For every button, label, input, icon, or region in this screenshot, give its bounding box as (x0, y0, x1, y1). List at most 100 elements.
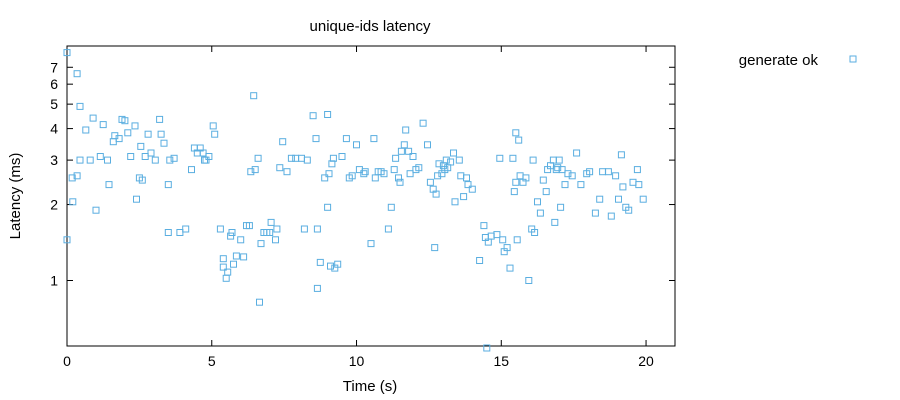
data-point (384, 225, 392, 233)
data-point (586, 168, 594, 176)
data-point (170, 154, 178, 162)
data-point (457, 172, 465, 180)
data-point (205, 153, 213, 160)
data-point (424, 141, 431, 149)
data-point (76, 102, 84, 110)
data-point (121, 117, 129, 125)
data-point (435, 160, 443, 168)
data-point (99, 121, 107, 129)
data-point (141, 153, 149, 160)
data-point (138, 176, 146, 184)
y-tick-label: 6 (50, 76, 58, 92)
data-point (596, 195, 604, 203)
data-point (73, 70, 81, 78)
data-point (577, 181, 585, 189)
data-point (327, 262, 334, 270)
data-point (164, 229, 172, 236)
data-point (164, 181, 172, 189)
data-point (251, 166, 259, 174)
data-point (568, 172, 576, 180)
data-point (557, 203, 565, 211)
x-tick-label: 20 (638, 353, 654, 369)
data-point (395, 174, 402, 182)
data-point (599, 168, 607, 176)
data-point (73, 172, 81, 180)
data-point (188, 166, 195, 174)
data-point (426, 178, 434, 186)
data-point (334, 260, 342, 268)
data-point (516, 172, 524, 180)
data-point (573, 149, 581, 157)
data-point (431, 244, 439, 252)
data-point (591, 209, 599, 217)
data-point (137, 142, 145, 150)
data-point (513, 236, 521, 244)
data-point (303, 156, 311, 164)
data-point (464, 181, 472, 189)
data-point (321, 174, 329, 182)
data-point (419, 119, 427, 127)
data-point (124, 129, 132, 137)
data-point (512, 178, 520, 186)
data-point (127, 153, 135, 160)
data-point (324, 111, 332, 118)
data-point (176, 229, 184, 236)
data-point (455, 156, 463, 164)
data-point (144, 130, 152, 138)
data-point (561, 181, 569, 189)
data-point (360, 170, 368, 178)
data-point (151, 156, 159, 164)
data-point (276, 164, 284, 172)
data-point (313, 225, 321, 233)
data-point (86, 156, 94, 164)
data-point (531, 229, 539, 236)
data-point (156, 115, 164, 123)
data-point (272, 236, 279, 244)
data-point (82, 126, 90, 134)
data-point (338, 153, 346, 160)
axes: 0 5 10 15 20 1 2 3 4 5 67 (50, 46, 675, 369)
data-point (512, 129, 520, 137)
data-point (279, 138, 287, 146)
data-point (342, 135, 350, 143)
data-point (254, 154, 262, 162)
data-point (329, 154, 337, 162)
data-point (283, 168, 291, 176)
data-point (69, 198, 77, 206)
data-point (536, 209, 544, 217)
data-point (273, 225, 281, 233)
data-point (211, 130, 219, 138)
data-point (387, 203, 395, 211)
data-point (309, 112, 317, 120)
data-point (287, 154, 295, 162)
data-point (604, 168, 612, 176)
data-point (539, 176, 547, 184)
data-point (432, 190, 440, 198)
data-point (247, 168, 255, 176)
data-point (240, 253, 248, 261)
y-axis-label: Latency (ms) (7, 153, 24, 240)
data-point (109, 138, 117, 146)
data-point (397, 147, 405, 155)
y-tick-label: 4 (50, 121, 58, 137)
data-point (232, 252, 240, 260)
data-point (316, 258, 324, 266)
data-point (633, 166, 641, 174)
data-point (515, 136, 523, 144)
data-point (325, 170, 333, 178)
data-point (551, 218, 559, 226)
data-point (525, 277, 533, 284)
data-point (353, 141, 360, 149)
data-point (266, 229, 274, 236)
data-points (63, 49, 647, 352)
data-point (442, 156, 450, 164)
data-point (371, 174, 379, 182)
plot-frame (66, 45, 676, 347)
data-point (487, 232, 495, 240)
data-point (380, 170, 388, 178)
data-point (558, 166, 566, 174)
data-point (390, 166, 398, 174)
data-point (534, 198, 541, 206)
data-point (201, 156, 208, 164)
